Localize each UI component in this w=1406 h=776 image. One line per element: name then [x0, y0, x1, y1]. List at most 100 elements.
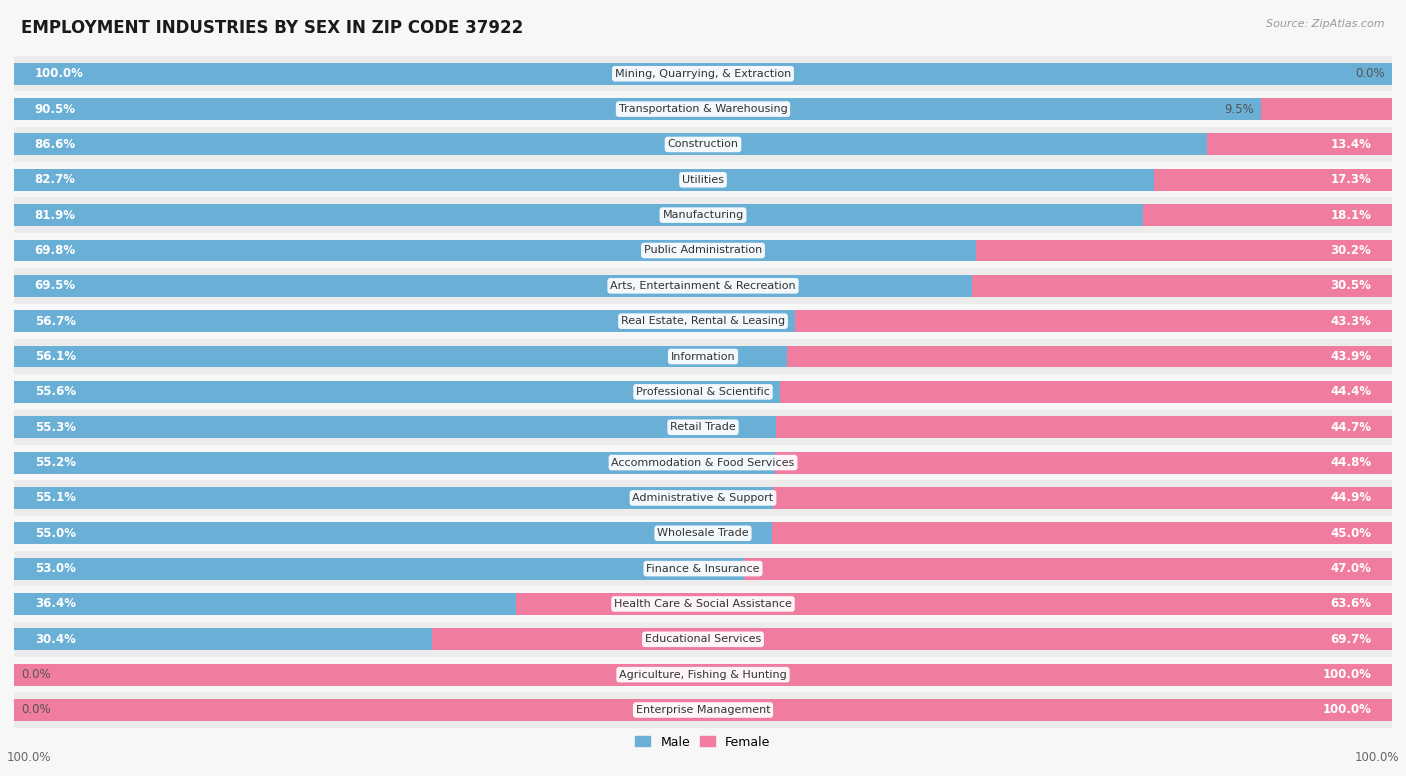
Bar: [14, 663, 1392, 686]
Bar: [773, 487, 1392, 509]
Bar: [14, 699, 1392, 721]
Bar: [14, 522, 772, 544]
Bar: [787, 345, 1392, 368]
Text: 82.7%: 82.7%: [35, 173, 76, 186]
Text: 43.3%: 43.3%: [1330, 315, 1371, 327]
Legend: Male, Female: Male, Female: [630, 730, 776, 753]
Bar: [14, 63, 1392, 85]
Text: Health Care & Social Assistance: Health Care & Social Assistance: [614, 599, 792, 609]
Bar: [14, 452, 1392, 473]
Text: 86.6%: 86.6%: [35, 138, 76, 151]
Text: Agriculture, Fishing & Hunting: Agriculture, Fishing & Hunting: [619, 670, 787, 680]
Text: Administrative & Support: Administrative & Support: [633, 493, 773, 503]
Bar: [432, 629, 1392, 650]
Text: 69.5%: 69.5%: [35, 279, 76, 293]
Text: 100.0%: 100.0%: [1323, 704, 1371, 716]
Bar: [14, 522, 1392, 544]
Bar: [14, 629, 433, 650]
Text: Wholesale Trade: Wholesale Trade: [657, 528, 749, 539]
Text: 0.0%: 0.0%: [21, 668, 51, 681]
Bar: [14, 551, 1392, 587]
Bar: [1208, 133, 1392, 155]
Bar: [14, 345, 1392, 368]
Bar: [516, 593, 1392, 615]
Bar: [14, 310, 796, 332]
Text: Transportation & Warehousing: Transportation & Warehousing: [619, 104, 787, 114]
Bar: [1153, 169, 1392, 191]
Text: Source: ZipAtlas.com: Source: ZipAtlas.com: [1267, 19, 1385, 29]
Text: 69.7%: 69.7%: [1330, 632, 1371, 646]
Bar: [14, 133, 1208, 155]
Text: 0.0%: 0.0%: [1355, 68, 1385, 80]
Text: 63.6%: 63.6%: [1330, 598, 1371, 611]
Bar: [972, 275, 1392, 296]
Text: 44.8%: 44.8%: [1330, 456, 1371, 469]
Bar: [796, 310, 1392, 332]
Bar: [14, 275, 1392, 296]
Bar: [14, 416, 1392, 438]
Text: 30.5%: 30.5%: [1330, 279, 1371, 293]
Text: 47.0%: 47.0%: [1330, 562, 1371, 575]
Bar: [14, 204, 1392, 226]
Text: 17.3%: 17.3%: [1330, 173, 1371, 186]
Bar: [14, 303, 1392, 339]
Bar: [14, 558, 1392, 580]
Text: Manufacturing: Manufacturing: [662, 210, 744, 220]
Bar: [14, 480, 1392, 515]
Text: 13.4%: 13.4%: [1330, 138, 1371, 151]
Text: 30.2%: 30.2%: [1330, 244, 1371, 257]
Bar: [14, 169, 1153, 191]
Text: 55.6%: 55.6%: [35, 386, 76, 398]
Text: 100.0%: 100.0%: [35, 68, 83, 80]
Text: 100.0%: 100.0%: [1323, 668, 1371, 681]
Bar: [14, 162, 1392, 197]
Text: 44.7%: 44.7%: [1330, 421, 1371, 434]
Bar: [14, 381, 780, 403]
Text: 36.4%: 36.4%: [35, 598, 76, 611]
Bar: [14, 345, 787, 368]
Bar: [14, 515, 1392, 551]
Text: 30.4%: 30.4%: [35, 632, 76, 646]
Bar: [14, 240, 976, 262]
Text: Real Estate, Rental & Leasing: Real Estate, Rental & Leasing: [621, 316, 785, 326]
Bar: [14, 445, 1392, 480]
Text: 44.4%: 44.4%: [1330, 386, 1371, 398]
Text: 56.7%: 56.7%: [35, 315, 76, 327]
Text: Construction: Construction: [668, 140, 738, 150]
Text: Educational Services: Educational Services: [645, 634, 761, 644]
Text: Retail Trade: Retail Trade: [671, 422, 735, 432]
Bar: [14, 452, 775, 473]
Bar: [1261, 98, 1392, 120]
Text: Enterprise Management: Enterprise Management: [636, 705, 770, 715]
Bar: [14, 310, 1392, 332]
Bar: [14, 487, 1392, 509]
Bar: [14, 410, 1392, 445]
Bar: [14, 699, 1392, 721]
Bar: [775, 452, 1392, 473]
Text: 90.5%: 90.5%: [35, 102, 76, 116]
Bar: [14, 169, 1392, 191]
Bar: [14, 374, 1392, 410]
Bar: [1143, 204, 1392, 226]
Text: 9.5%: 9.5%: [1225, 102, 1254, 116]
Text: 0.0%: 0.0%: [21, 704, 51, 716]
Text: 55.1%: 55.1%: [35, 491, 76, 504]
Text: 100.0%: 100.0%: [1354, 751, 1399, 764]
Text: Finance & Insurance: Finance & Insurance: [647, 563, 759, 573]
Bar: [14, 275, 972, 296]
Bar: [14, 126, 1392, 162]
Bar: [14, 339, 1392, 374]
Text: Utilities: Utilities: [682, 175, 724, 185]
Text: Mining, Quarrying, & Extraction: Mining, Quarrying, & Extraction: [614, 69, 792, 78]
Text: 56.1%: 56.1%: [35, 350, 76, 363]
Bar: [14, 268, 1392, 303]
Text: Information: Information: [671, 352, 735, 362]
Bar: [780, 381, 1392, 403]
Text: 43.9%: 43.9%: [1330, 350, 1371, 363]
Text: 69.8%: 69.8%: [35, 244, 76, 257]
Text: 44.9%: 44.9%: [1330, 491, 1371, 504]
Bar: [14, 593, 1392, 615]
Text: 55.3%: 55.3%: [35, 421, 76, 434]
Bar: [14, 593, 516, 615]
Bar: [14, 56, 1392, 92]
